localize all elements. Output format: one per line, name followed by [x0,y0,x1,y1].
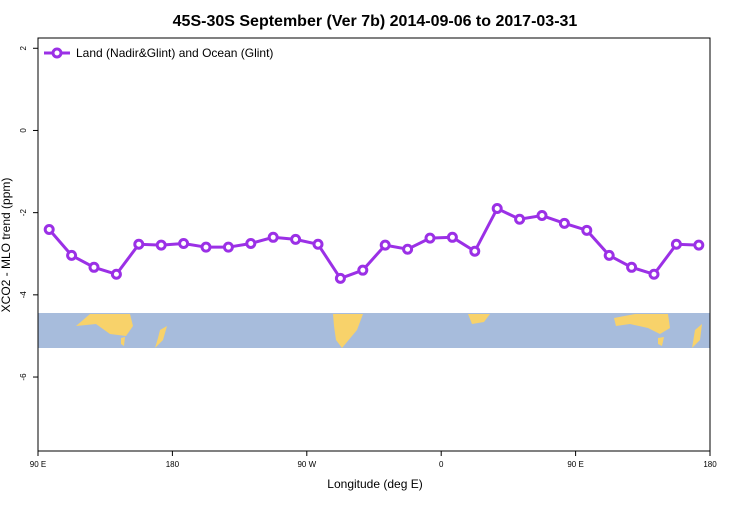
x-tick-label: 180 [166,460,180,469]
legend-label: Land (Nadir&Glint) and Ocean (Glint) [76,46,273,60]
map-strip [38,313,710,348]
legend: Land (Nadir&Glint) and Ocean (Glint) [44,46,273,60]
plot-frame [37,37,711,452]
data-point [693,239,705,251]
data-point [110,268,122,280]
data-point [379,239,391,251]
data-point [648,268,660,280]
data-point [133,238,145,250]
data-point [43,224,55,236]
x-tick-label: 90 E [30,460,46,469]
data-point [357,264,369,276]
data-point [558,217,570,229]
data-point [514,213,526,225]
data-point [424,232,436,244]
data-point [178,237,190,249]
x-axis-label: Longitude (deg E) [327,477,422,491]
data-point [267,231,279,243]
y-tick-label: -2 [19,209,28,217]
legend-marker [51,47,63,59]
data-point [245,237,257,249]
data-point [155,239,167,251]
y-axis-label: XCO2 - MLO trend (ppm) [0,178,13,313]
data-point [581,224,593,236]
x-tick-label: 90 E [567,460,583,469]
data-point [670,238,682,250]
data-point [603,249,615,261]
data-point [290,233,302,245]
y-tick-label: 0 [19,128,28,133]
data-point [626,261,638,273]
chart-title: 45S-30S September (Ver 7b) 2014-09-06 to… [173,13,578,30]
x-tick-label: 180 [703,460,717,469]
data-point [222,241,234,253]
data-point [334,272,346,284]
data-point [446,231,458,243]
data-point [200,241,212,253]
data-point [469,245,481,257]
data-point [88,261,100,273]
y-tick-label: 2 [19,46,28,51]
data-point [491,203,503,215]
y-tick-label: -4 [19,291,28,299]
x-tick-label: 90 W [297,460,316,469]
data-point [402,243,414,255]
data-point [66,249,78,261]
data-point [312,238,324,250]
x-tick-label: 0 [439,460,444,469]
data-point [536,210,548,222]
y-tick-label: -6 [19,373,28,381]
